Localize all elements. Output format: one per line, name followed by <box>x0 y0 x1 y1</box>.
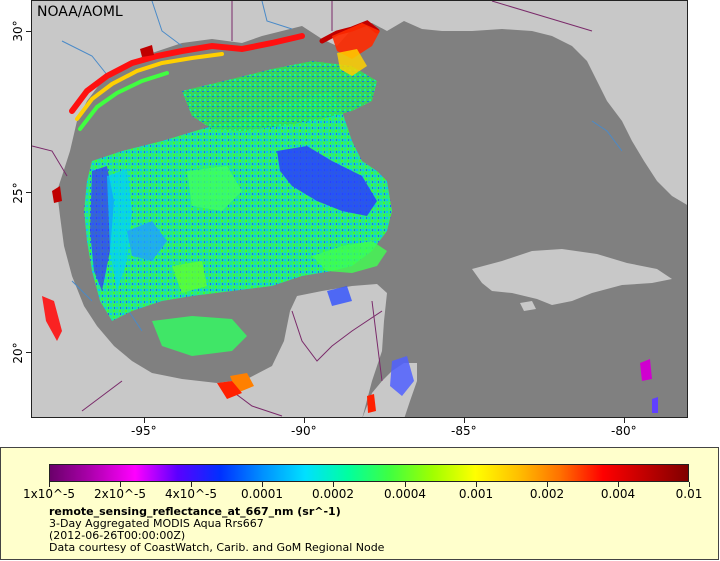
dataset-label: 3-Day Aggregated MODIS Aqua Rrs667 <box>49 517 264 530</box>
lat-tick-25 <box>26 192 31 193</box>
colorbar-tick-label: 0.0001 <box>241 487 283 501</box>
colorbar-tick-label: 2x10^-5 <box>93 487 147 501</box>
date-label: (2012-06-26T00:00:00Z) <box>49 529 186 542</box>
map-area: NOAA/AOML <box>31 0 688 418</box>
border-lines <box>32 1 593 417</box>
us-mainland <box>32 1 687 205</box>
legend-panel: remote_sensing_reflectance_at_667_nm (sr… <box>0 447 719 560</box>
colorbar-tick-label: 0.0002 <box>312 487 354 501</box>
colorbar-tick-label: 0.0004 <box>384 487 426 501</box>
lat-label-20: 20° <box>11 342 25 364</box>
credit-label: NOAA/AOML <box>37 4 123 20</box>
lon-label-90: -90° <box>291 424 317 438</box>
lon-tick-80 <box>624 418 625 423</box>
colorbar-tick <box>618 482 619 487</box>
lon-tick-95 <box>144 418 145 423</box>
lon-label-80: -80° <box>611 424 637 438</box>
colorbar-tick-label: 4x10^-5 <box>164 487 218 501</box>
colorbar-tick <box>120 482 121 487</box>
colorbar-tick <box>191 482 192 487</box>
colorbar-tick-label: 0.01 <box>675 487 703 501</box>
isle-of-youth <box>520 301 536 311</box>
colorbar-tick <box>547 482 548 487</box>
colorbar-tick-label: 0.001 <box>458 487 494 501</box>
lat-tick-20 <box>26 352 31 353</box>
reflectance-layer <box>42 20 658 413</box>
colorbar-tick <box>333 482 334 487</box>
lat-label-25: 25° <box>11 182 25 204</box>
map-canvas <box>32 1 687 417</box>
lon-label-85: -85° <box>451 424 477 438</box>
colorbar-tick-label: 0.004 <box>600 487 636 501</box>
lon-tick-85 <box>464 418 465 423</box>
colorbar-tick <box>405 482 406 487</box>
source-label: Data courtesy of CoastWatch, Carib. and … <box>49 541 385 554</box>
lon-tick-90 <box>304 418 305 423</box>
mexico-mainland <box>32 191 387 417</box>
river-lines <box>61 1 623 332</box>
lat-tick-30 <box>26 31 31 32</box>
lat-label-30: 30° <box>11 20 25 42</box>
colorbar <box>49 464 689 482</box>
colorbar-tick <box>689 482 690 487</box>
colorbar-tick <box>49 482 50 487</box>
cuba-island <box>472 249 672 305</box>
variable-label: remote_sensing_reflectance_at_667_nm (sr… <box>49 505 341 518</box>
colorbar-tick-label: 1x10^-5 <box>22 487 76 501</box>
colorbar-tick-label: 0.002 <box>529 487 565 501</box>
land-layer <box>32 1 687 417</box>
colorbar-tick <box>476 482 477 487</box>
colorbar-tick <box>262 482 263 487</box>
lon-label-95: -95° <box>131 424 157 438</box>
